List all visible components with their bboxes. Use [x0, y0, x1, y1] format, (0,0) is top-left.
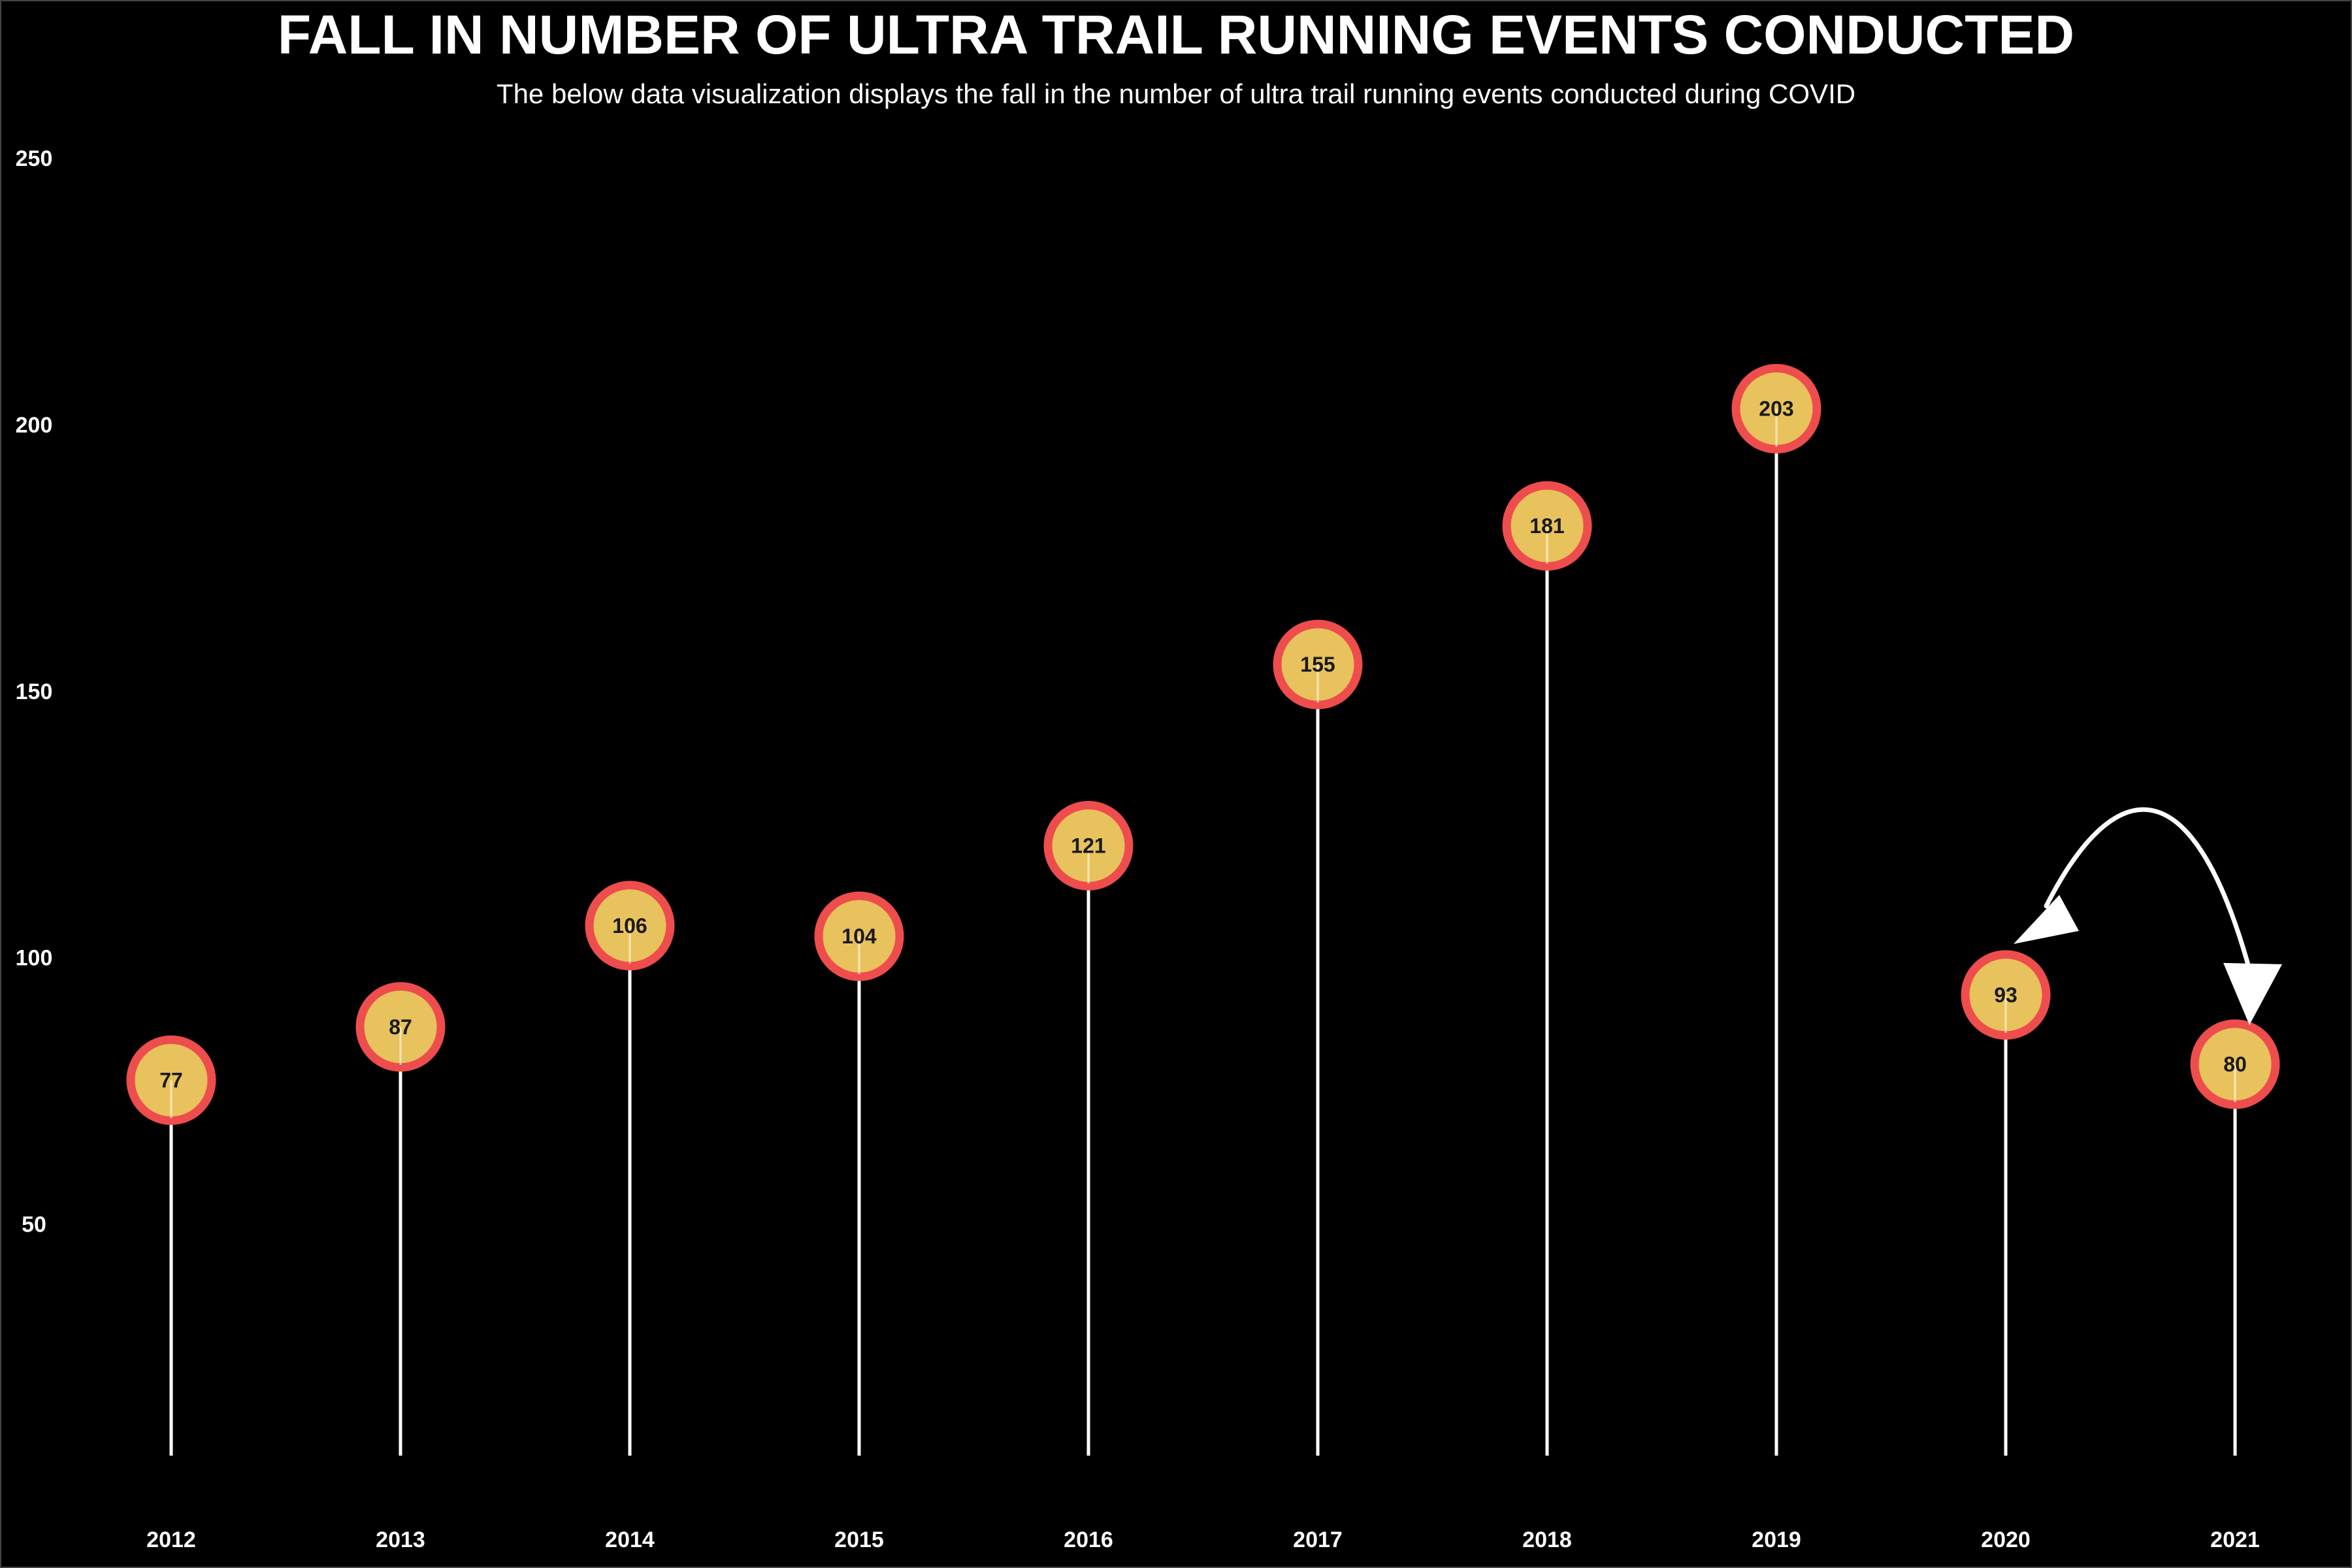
data-label: 93 [1994, 983, 2017, 1007]
x-axis-ticks: 2012 2013 2014 2015 2016 2017 2018 2019 2020 2021 [146, 1527, 2260, 1552]
y-tick-label: 50 [22, 1213, 46, 1237]
x-tick-label: 2020 [1981, 1527, 2031, 1552]
stems [169, 408, 2237, 1456]
x-tick-label: 2017 [1293, 1527, 1343, 1552]
data-label: 181 [1529, 514, 1564, 538]
y-axis-ticks: 50 100 150 200 250 [16, 146, 53, 1237]
markers: 77 87 106 104 121 155 181 203 93 80 [126, 364, 2280, 1125]
data-label: 87 [389, 1015, 412, 1039]
arrow-curve [2044, 807, 2252, 972]
x-tick-label: 2014 [605, 1527, 655, 1552]
arrowhead-left [2014, 894, 2079, 944]
x-tick-label: 2016 [1064, 1527, 1113, 1552]
chart-subtitle: The below data visualization displays th… [497, 78, 1855, 109]
x-tick-label: 2019 [1752, 1527, 1801, 1552]
x-tick-label: 2021 [2210, 1527, 2260, 1552]
x-tick-label: 2015 [834, 1527, 884, 1552]
data-label: 104 [841, 924, 877, 948]
data-label: 155 [1300, 653, 1335, 676]
y-tick-label: 250 [16, 146, 53, 171]
x-tick-label: 2012 [146, 1527, 196, 1552]
data-label: 80 [2223, 1053, 2247, 1076]
data-label: 121 [1071, 834, 1105, 857]
data-label: 106 [612, 914, 647, 938]
x-tick-label: 2018 [1522, 1527, 1572, 1552]
annotation-arrow [2014, 807, 2282, 1025]
y-tick-label: 100 [16, 946, 53, 971]
x-tick-label: 2013 [376, 1527, 425, 1552]
y-tick-label: 150 [16, 679, 53, 704]
data-label: 77 [159, 1068, 183, 1092]
arrowhead-right [2223, 962, 2282, 1025]
data-label: 203 [1759, 397, 1793, 421]
y-tick-label: 200 [16, 413, 53, 438]
chart-title: FALL IN NUMBER OF ULTRA TRAIL RUNNING EV… [278, 4, 2074, 65]
